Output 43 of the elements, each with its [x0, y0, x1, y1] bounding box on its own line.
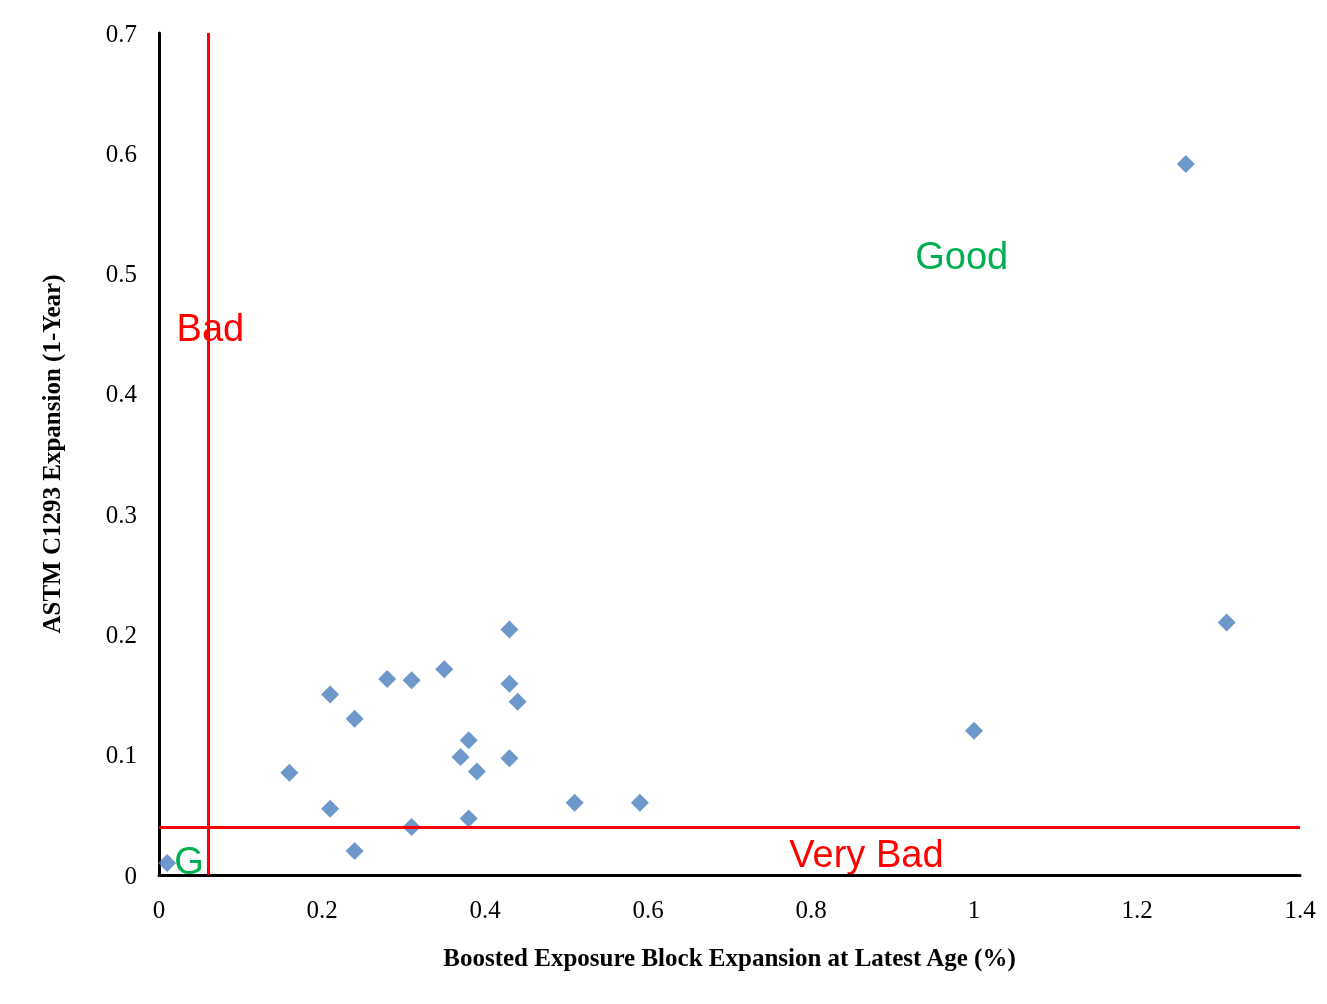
y-tick-label: 0.2 [105, 620, 137, 648]
point [500, 674, 519, 693]
annotation: G [174, 839, 204, 882]
point [459, 731, 478, 750]
y-tick-label: 0.6 [105, 139, 137, 167]
point [402, 671, 421, 690]
ref-line-label: Very Bad [789, 833, 944, 876]
point [451, 748, 470, 767]
point [565, 793, 584, 812]
x-axis-title: Boosted Exposure Block Expansion at Latest Age (%) [443, 944, 1016, 972]
point [630, 793, 649, 812]
point [435, 660, 454, 679]
point [378, 669, 397, 688]
y-axis-title: ASTM C1293 Expansion (1-Year) [38, 274, 66, 634]
point [280, 763, 299, 782]
x-tick-label: 0.8 [795, 896, 827, 923]
point [500, 620, 519, 639]
point [158, 853, 177, 872]
x-tick-label: 0.6 [632, 896, 664, 923]
point [508, 692, 527, 711]
x-tick-label: 0 [152, 896, 166, 923]
annotation: Good [915, 234, 1009, 277]
x-tick-label: 1.4 [1284, 896, 1317, 923]
y-tick-label: 0.4 [105, 380, 138, 408]
point [500, 749, 519, 768]
x-tick-label: 0.4 [469, 896, 502, 923]
point [459, 809, 478, 828]
point [1176, 155, 1195, 174]
point [1217, 613, 1236, 632]
x-tick-label: 1.2 [1121, 896, 1153, 923]
point [467, 762, 486, 781]
y-tick-label: 0.1 [105, 741, 137, 769]
point [321, 685, 340, 704]
x-tick-label: 0.2 [306, 896, 338, 923]
point [345, 709, 364, 728]
point [965, 721, 983, 740]
y-tick-label: 0.7 [105, 19, 137, 47]
y-tick-label: 0 [124, 861, 137, 889]
y-tick-label: 0.5 [105, 260, 137, 288]
point [345, 841, 364, 860]
y-tick-label: 0.3 [105, 500, 137, 528]
x-tick-label: 1 [967, 896, 981, 923]
point [321, 799, 340, 818]
